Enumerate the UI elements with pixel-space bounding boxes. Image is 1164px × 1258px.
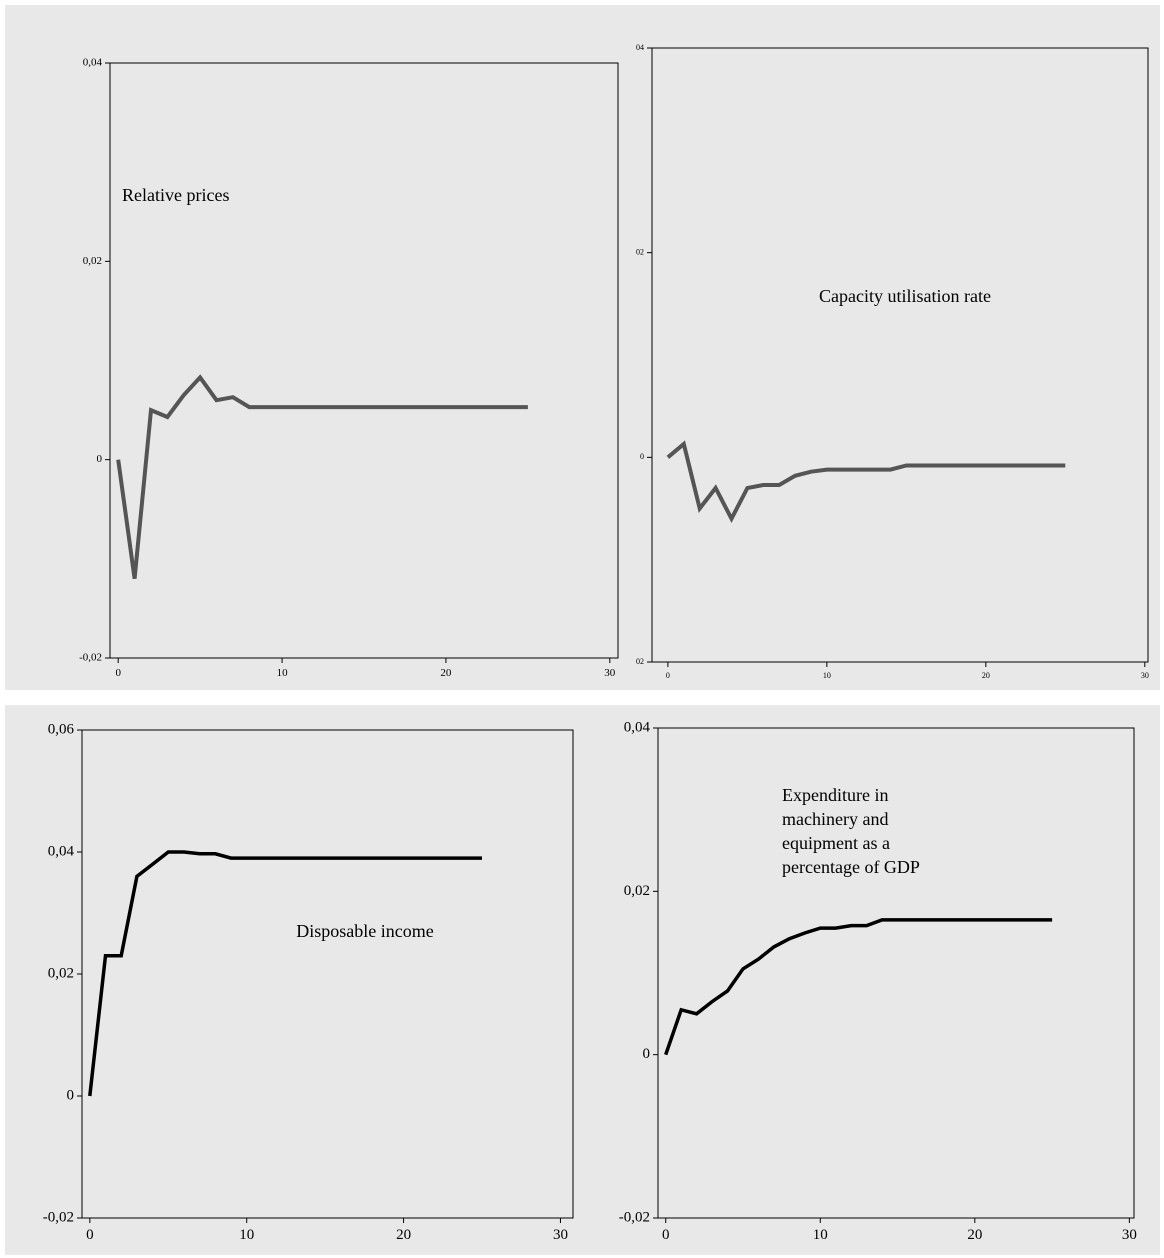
y-tick-label: 0,04 bbox=[48, 843, 75, 859]
annotation: Capacity utilisation rate bbox=[819, 286, 991, 306]
annotation: equipment as a bbox=[782, 833, 890, 853]
x-tick-label: 10 bbox=[813, 1227, 828, 1243]
annotation: Expenditure in bbox=[782, 785, 888, 805]
x-tick-label: 0 bbox=[86, 1227, 94, 1243]
x-tick-label: 0 bbox=[115, 667, 121, 679]
plot-frame bbox=[109, 62, 619, 659]
plot-frame bbox=[657, 727, 1135, 1219]
x-tick-label: 30 bbox=[1122, 1227, 1137, 1243]
y-tick-label: 02 bbox=[636, 247, 644, 256]
y-tick-label: 0,06 bbox=[48, 721, 75, 737]
x-tick-label: 20 bbox=[967, 1227, 982, 1243]
annotation: Disposable income bbox=[296, 921, 433, 941]
x-tick-label: 0 bbox=[662, 1227, 670, 1243]
x-tick-label: 30 bbox=[553, 1227, 568, 1243]
x-tick-label: 20 bbox=[440, 667, 452, 679]
y-tick-label: 0 bbox=[97, 453, 103, 465]
data-line bbox=[664, 918, 1053, 1056]
data-line bbox=[116, 374, 528, 579]
y-tick-label: 04 bbox=[636, 43, 644, 52]
annotation: percentage of GDP bbox=[782, 857, 920, 877]
x-tick-label: 10 bbox=[277, 667, 289, 679]
x-tick-label: 30 bbox=[1141, 671, 1149, 680]
y-tick-label: 0 bbox=[640, 452, 644, 461]
x-tick-label: 20 bbox=[396, 1227, 411, 1243]
y-tick-label: -0,02 bbox=[619, 1209, 650, 1225]
y-tick-label: 0,04 bbox=[624, 719, 651, 735]
y-tick-label: 02 bbox=[636, 657, 644, 666]
panel-background bbox=[5, 5, 1160, 690]
x-tick-label: 10 bbox=[239, 1227, 254, 1243]
y-tick-label: 0,02 bbox=[83, 255, 102, 267]
x-tick-label: 20 bbox=[982, 671, 990, 680]
data-line bbox=[88, 850, 482, 1097]
y-tick-label: 0,02 bbox=[624, 883, 650, 899]
annotation: Relative prices bbox=[122, 185, 229, 205]
y-tick-label: 0 bbox=[643, 1046, 651, 1062]
x-tick-label: 30 bbox=[604, 667, 616, 679]
y-tick-label: -0,02 bbox=[79, 652, 102, 664]
panel-background bbox=[5, 705, 1160, 1255]
y-tick-label: 0,02 bbox=[48, 965, 74, 981]
annotation: machinery and bbox=[782, 809, 888, 829]
plot-frame bbox=[651, 47, 1149, 663]
x-tick-label: 0 bbox=[666, 671, 670, 680]
y-tick-label: -0,02 bbox=[43, 1209, 74, 1225]
y-tick-label: 0,04 bbox=[83, 57, 103, 69]
data-line bbox=[666, 440, 1066, 524]
x-tick-label: 10 bbox=[823, 671, 831, 680]
y-tick-label: 0 bbox=[67, 1087, 75, 1103]
